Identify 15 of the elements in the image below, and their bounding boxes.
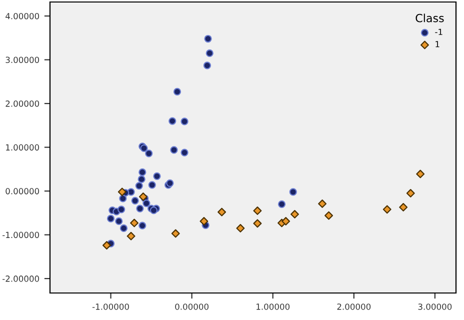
x-tick-label: 3.00000 [418,304,452,310]
y-tick-label: 1.00000 [6,144,40,151]
y-tick-label: -2.00000 [2,276,40,282]
legend-title: Class [416,14,444,22]
legend-label: -1 [435,28,442,35]
y-tick-label: 3.00000 [6,56,40,64]
x-tick-label: -1.00000 [92,304,129,310]
y-tick-label: -1.00000 [2,232,40,238]
x-tick-label: 0.00000 [175,304,208,310]
x-tick-label: 1.00000 [256,304,290,310]
y-tick-label: 2.00000 [6,100,40,107]
y-tick-label: 4.00000 [6,12,40,20]
x-tick-label: 2.00000 [337,304,371,310]
legend-label: 1 [436,41,440,48]
y-tick-label: 0.00000 [6,188,40,194]
